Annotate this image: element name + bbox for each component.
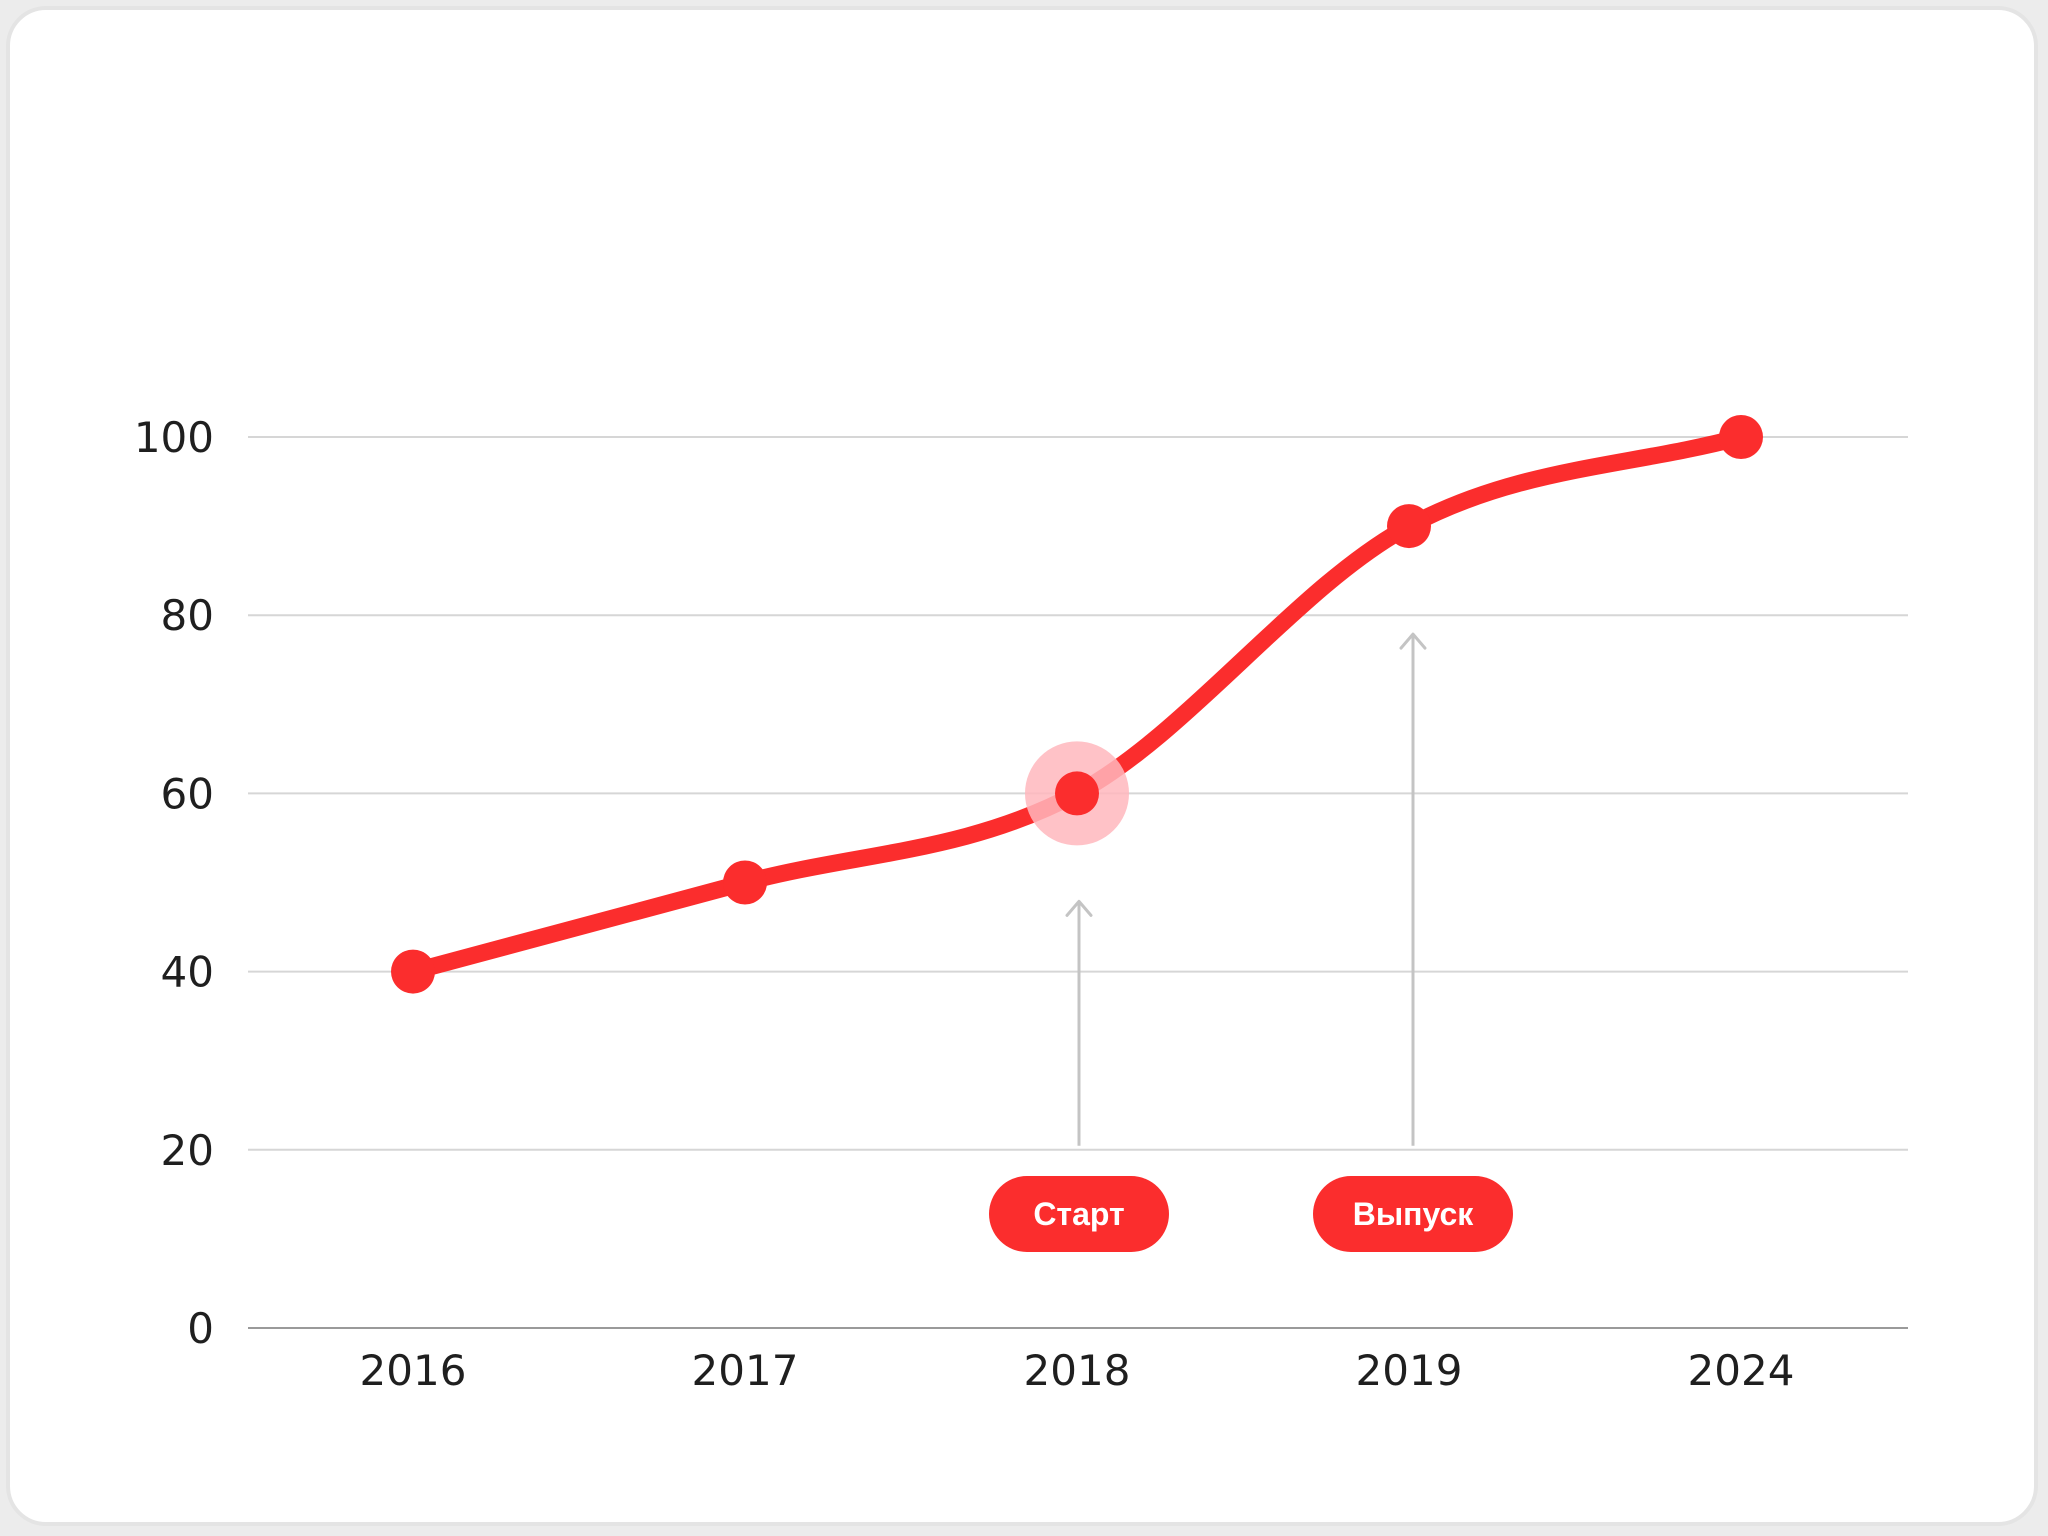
annotation-arrowhead <box>1399 632 1427 650</box>
y-tick-label: 0 <box>187 1304 214 1353</box>
y-tick-label: 80 <box>161 591 214 640</box>
annotation-arrowhead <box>1065 899 1093 917</box>
data-point <box>391 949 435 994</box>
series-line <box>404 428 1750 981</box>
y-tick-label: 20 <box>161 1126 214 1175</box>
data-point <box>1055 771 1099 816</box>
x-tick-label: 2017 <box>692 1346 799 1395</box>
grid-lines <box>248 436 1908 1329</box>
data-points <box>391 415 1763 994</box>
y-axis-tick-labels: 0 20 40 60 80 100 <box>134 413 214 1353</box>
x-tick-label: 2016 <box>360 1346 467 1395</box>
x-tick-label: 2019 <box>1356 1346 1463 1395</box>
annotation-arrows <box>1065 632 1427 1146</box>
data-point <box>1719 415 1763 459</box>
data-point <box>1387 504 1431 549</box>
y-tick-label: 60 <box>161 769 214 818</box>
x-tick-label: 2018 <box>1024 1346 1131 1395</box>
y-tick-label: 40 <box>161 948 214 997</box>
annotation-badge-2018: Старт <box>989 1176 1169 1252</box>
chart-card <box>6 6 2038 1526</box>
series <box>404 428 1750 981</box>
y-tick-label: 100 <box>134 413 214 462</box>
annotation-badge-2019: Выпуск <box>1313 1176 1513 1252</box>
x-axis-tick-labels: 2016 2017 2018 2019 2024 <box>360 1346 1795 1395</box>
x-tick-label: 2024 <box>1688 1346 1795 1395</box>
data-point <box>723 860 767 905</box>
